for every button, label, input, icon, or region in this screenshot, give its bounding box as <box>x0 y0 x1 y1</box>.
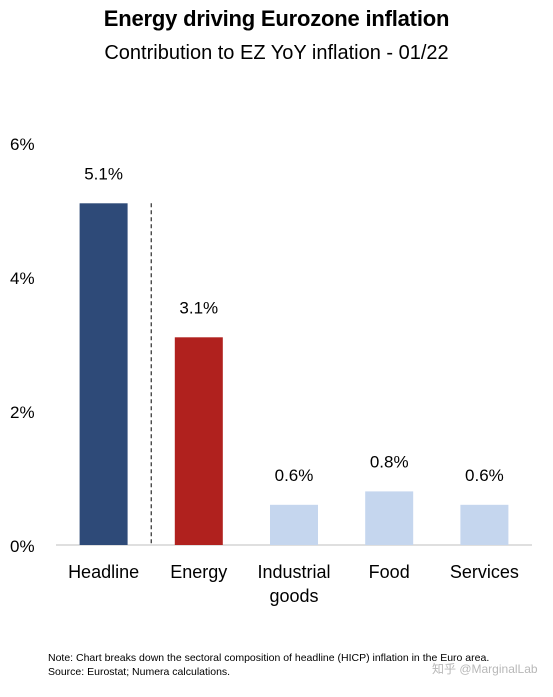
x-tick-label: Headline <box>68 562 139 582</box>
y-tick-label: 0% <box>10 537 35 556</box>
y-tick-label: 6% <box>10 135 35 154</box>
bar-energy <box>174 337 223 545</box>
data-label: 0.6% <box>275 466 314 485</box>
y-tick-label: 4% <box>10 269 35 288</box>
x-tick-label: goods <box>269 586 318 606</box>
data-label: 0.8% <box>370 452 409 471</box>
x-tick-label: Services <box>450 562 519 582</box>
y-tick-label: 2% <box>10 403 35 422</box>
chart-note: Note: Chart breaks down the sectoral com… <box>48 652 490 678</box>
data-label: 0.6% <box>465 466 504 485</box>
x-tick-label: Food <box>369 562 410 582</box>
data-label: 3.1% <box>179 298 218 317</box>
data-label: 5.1% <box>84 164 123 183</box>
bar-services <box>460 504 509 545</box>
x-tick-label: Energy <box>170 562 227 582</box>
bar-headline <box>79 203 128 546</box>
x-tick-label: Industrial <box>257 562 330 582</box>
chart-subtitle: Contribution to EZ YoY inflation - 01/22 <box>104 42 449 64</box>
chart-title: Energy driving Eurozone inflation <box>103 6 450 31</box>
watermark: 知乎 @MarginalLab <box>432 662 538 676</box>
bar-industrial-goods <box>270 504 318 545</box>
bar-food <box>365 491 414 545</box>
